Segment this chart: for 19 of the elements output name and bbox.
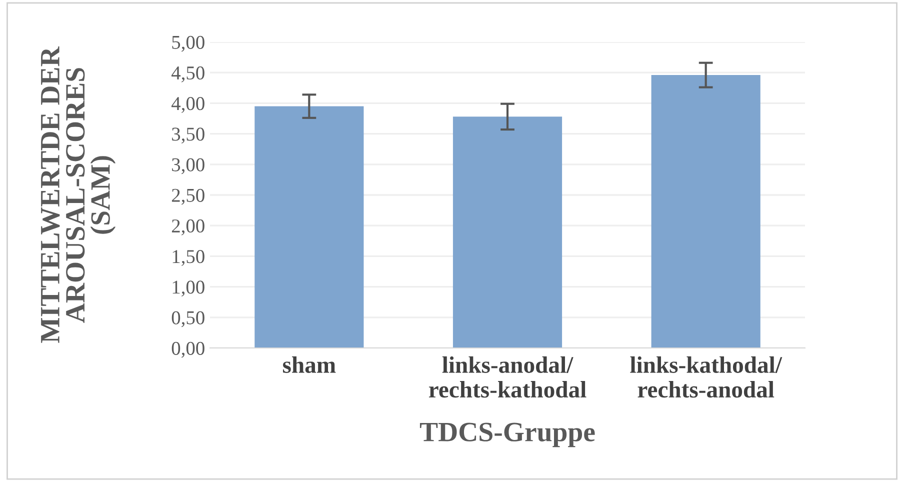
y-tick-label: 2,00 <box>172 219 204 236</box>
y-tick-label: 4,00 <box>171 97 204 113</box>
y-tick-label: 3,00 <box>172 158 204 174</box>
y-tick-label: 1,50 <box>172 250 204 266</box>
x-axis-title: TDCS-Gruppe <box>420 422 595 448</box>
y-axis-title: MITTELWERTDE DER AROUSAL-SCORES (SAM) <box>41 46 116 343</box>
y-tick-label: 1,00 <box>172 280 204 297</box>
y-tick-label: 0,00 <box>172 342 204 358</box>
bar <box>254 106 364 348</box>
y-tick-label: 0,50 <box>172 311 204 328</box>
x-tick-label: links-kathodal/ rechts-anodal <box>630 356 782 398</box>
bar <box>651 75 760 348</box>
x-tick-label: sham <box>282 356 336 373</box>
y-tick-label: 3,50 <box>172 128 204 144</box>
bar <box>452 116 562 348</box>
y-tick-label: 2,50 <box>172 188 204 205</box>
y-tick-label: 5,00 <box>172 36 204 52</box>
y-tick-label: 4,50 <box>171 66 204 82</box>
x-tick-label: links-anodal/ rechts-kathodal <box>428 356 586 398</box>
